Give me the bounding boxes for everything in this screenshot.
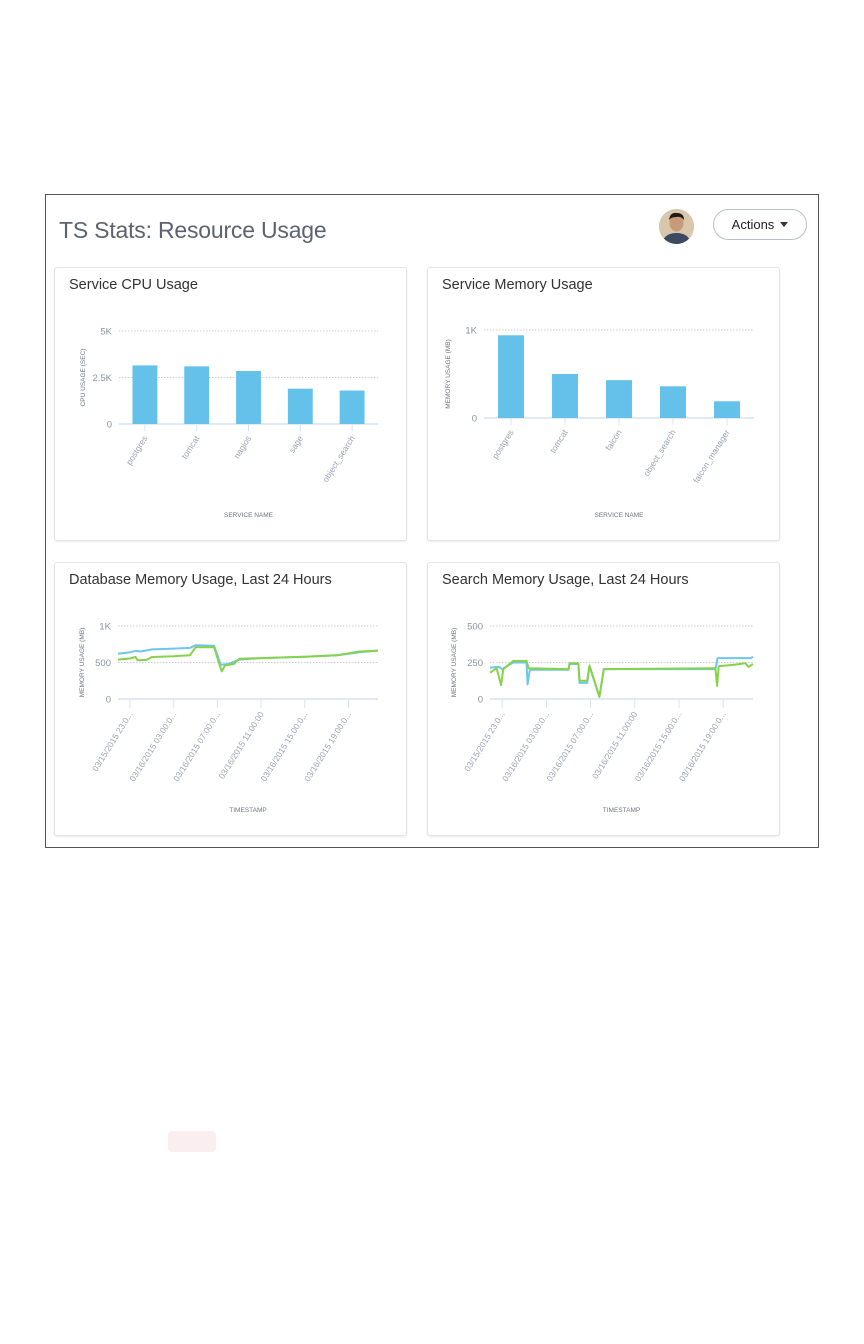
x-axis-title: TIMESTAMP: [603, 807, 640, 814]
y-axis-title: MEMORY USAGE (MB): [445, 339, 452, 408]
x-tick-label: tomcat: [548, 427, 570, 454]
x-tick-label: 03/15/2015 23:0...: [462, 710, 507, 773]
y-tick-label: 500: [95, 658, 111, 669]
x-tick-label: falcon: [603, 428, 624, 453]
y-axis-title: CPU USAGE (SEC): [80, 349, 87, 407]
y-tick-label: 1K: [465, 326, 477, 337]
y-tick-label: 5K: [100, 327, 112, 338]
x-tick-label: 03/16/2015 11:00:00: [216, 710, 266, 781]
x-tick-label: tomcat: [179, 433, 201, 460]
x-tick-label: falcon_manager: [691, 428, 732, 485]
chart-card-search-memory: Search Memory Usage, Last 24 Hours 0 250 5…: [427, 562, 780, 836]
x-tick-label: postgres: [124, 434, 150, 467]
bar-postgres: [132, 365, 158, 424]
y-tick-label: 250: [467, 658, 483, 669]
x-tick-label: 03/16/2015 07:00:0...: [171, 710, 222, 783]
y-tick-label: 0: [478, 695, 483, 706]
series-line-green: [117, 646, 379, 673]
dashboard-frame: TS Stats: Resource Usage Actions Service…: [45, 194, 819, 848]
line-chart-database-memory: 0 500 1K MEMORY USAGE (MB) TIMESTAMP 03/15/20…: [79, 622, 379, 814]
bar-nagios: [236, 370, 261, 424]
x-tick-label: 03/16/2015 03:00:0...: [500, 710, 551, 783]
y-axis-title: MEMORY USAGE (MB): [79, 628, 86, 697]
x-tick-label: 03/16/2015 07:00:0...: [544, 710, 595, 783]
x-axis-title: SERVICE NAME: [224, 512, 274, 519]
line-chart-search-memory: 0 250 500 MEMORY USAGE (MB) TIMESTAMP 03/15/2…: [451, 622, 754, 814]
user-avatar-icon: [659, 209, 694, 244]
x-tick-label: 03/16/2015 11:00:00: [590, 710, 640, 781]
x-tick-label: 03/15/2015 23:0...: [90, 710, 135, 773]
actions-button[interactable]: Actions: [713, 209, 807, 240]
series-line-green: [489, 660, 754, 698]
avatar[interactable]: [659, 209, 694, 244]
actions-label: Actions: [731, 217, 775, 232]
y-tick-label: 0: [472, 414, 477, 425]
chart-card-service-memory: Service Memory Usage 0 1K MEMORY USAGE (MB…: [427, 267, 780, 541]
x-tick-label: 03/16/2015 15:00:0...: [633, 710, 684, 783]
chart-title: Search Memory Usage, Last 24 Hours: [442, 572, 689, 588]
x-tick-label: 03/16/2015 03:00:0...: [127, 710, 178, 783]
bar-chart-memory: 0 1K MEMORY USAGE (MB) SERVICE NAME postgres…: [445, 326, 754, 519]
chart-title: Database Memory Usage, Last 24 Hours: [69, 572, 332, 588]
x-tick-label: object_search: [320, 434, 357, 484]
bar-falcon: [606, 380, 632, 418]
x-tick-label: postgres: [490, 428, 516, 461]
x-tick-label: object_search: [641, 428, 678, 478]
bar-postgres: [498, 335, 524, 418]
x-tick-label: 03/16/2015 19:00:0...: [302, 710, 353, 783]
bar-falcon_manager: [714, 401, 740, 418]
y-axis-title: MEMORY USAGE (MB): [451, 628, 458, 697]
x-tick-label: sage: [287, 434, 305, 455]
y-tick-label: 500: [467, 622, 483, 633]
highlight-marker: [168, 1131, 216, 1152]
x-tick-label: 03/16/2015 19:00:0...: [677, 710, 728, 783]
chart-card-database-memory: Database Memory Usage, Last 24 Hours 0 50…: [54, 562, 407, 836]
caret-down-icon: [780, 222, 789, 227]
y-tick-label: 0: [107, 420, 112, 431]
bar-tomcat: [184, 366, 210, 424]
chart-title: Service CPU Usage: [69, 277, 198, 293]
bar-object_search: [339, 390, 365, 424]
x-tick-label: 03/16/2015 15:00:0...: [258, 710, 309, 783]
bar-tomcat: [552, 374, 578, 418]
y-tick-label: 1K: [99, 622, 111, 633]
bar-chart-cpu: 0 2.5K 5K CPU USAGE (SEC) SERVICE NAME postgr…: [80, 327, 378, 519]
chart-card-service-cpu: Service CPU Usage 0 2.5K 5K CPU USAGE (SEC)…: [54, 267, 407, 541]
bar-sage: [287, 388, 313, 424]
x-axis-title: SERVICE NAME: [594, 512, 644, 519]
x-tick-label: nagios: [231, 434, 253, 461]
y-tick-label: 2.5K: [92, 373, 112, 384]
page-title: TS Stats: Resource Usage: [59, 217, 327, 243]
y-tick-label: 0: [106, 695, 111, 706]
bar-object_search: [660, 386, 686, 418]
chart-title: Service Memory Usage: [442, 277, 593, 293]
x-axis-title: TIMESTAMP: [229, 807, 266, 814]
